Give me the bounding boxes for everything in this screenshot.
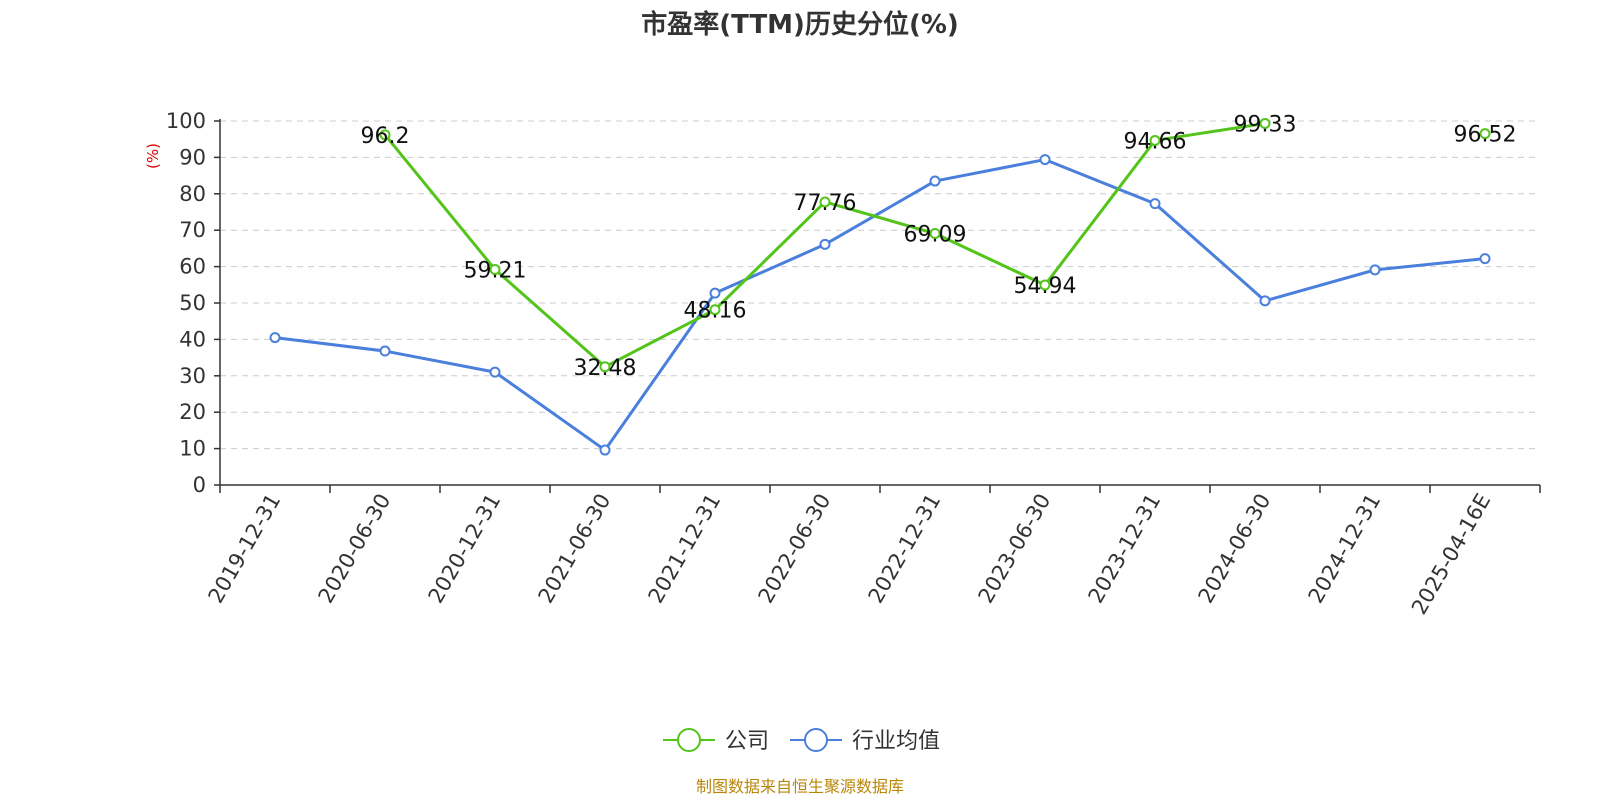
y-tick-label: 10 bbox=[179, 437, 206, 461]
x-tick-label: 2025-04-16E bbox=[1407, 490, 1495, 619]
company-point bbox=[599, 361, 611, 373]
source-note: 制图数据来自恒生聚源数据库 bbox=[696, 777, 904, 796]
y-tick-label: 20 bbox=[179, 400, 206, 424]
y-tick-label: 70 bbox=[179, 218, 206, 242]
company-data-label: 96.2 bbox=[361, 124, 410, 149]
company-data-label: 59.21 bbox=[464, 258, 527, 283]
company-data-label: 77.76 bbox=[794, 191, 857, 216]
y-tick-label: 30 bbox=[179, 364, 206, 388]
industry-point bbox=[489, 366, 501, 378]
industry-point bbox=[269, 332, 281, 344]
company-data-label: 69.09 bbox=[904, 223, 967, 248]
legend-swatch-marker-industry bbox=[804, 728, 828, 752]
company-data-label: 32.48 bbox=[574, 356, 637, 381]
company-data-label: 94.66 bbox=[1124, 129, 1187, 154]
x-tick-label: 2021-12-31 bbox=[644, 490, 726, 608]
y-tick-label: 80 bbox=[179, 182, 206, 206]
y-tick-label: 40 bbox=[179, 327, 206, 351]
company-data-label: 54.94 bbox=[1014, 274, 1077, 299]
y-tick-label: 60 bbox=[179, 255, 206, 279]
series-line-industry bbox=[274, 158, 1486, 452]
x-tick-label: 2023-12-31 bbox=[1084, 490, 1166, 608]
industry-point bbox=[1039, 154, 1051, 166]
industry-point bbox=[599, 444, 611, 456]
company-point bbox=[929, 228, 941, 240]
industry-point bbox=[1369, 264, 1381, 276]
legend-label-company: 公司 bbox=[725, 729, 769, 754]
company-point bbox=[709, 304, 721, 316]
series-layer bbox=[269, 117, 1491, 456]
x-tick-label: 2022-12-31 bbox=[864, 490, 946, 608]
y-tick-label: 50 bbox=[179, 291, 206, 315]
company-point bbox=[1259, 117, 1271, 129]
industry-point bbox=[819, 238, 831, 250]
x-tick-label: 2024-12-31 bbox=[1304, 490, 1386, 608]
legend-label-industry: 行业均值 bbox=[852, 729, 940, 754]
x-tick-label: 2019-12-31 bbox=[204, 490, 286, 608]
company-point bbox=[1039, 279, 1051, 291]
x-tick-label: 2023-06-30 bbox=[974, 490, 1056, 608]
axes: 0 10 20 30 40 50 60 70 80 90 100 2019-12-31 2020-06-… bbox=[166, 109, 1541, 619]
company-data-label: 96.52 bbox=[1454, 123, 1517, 148]
grid-lines bbox=[220, 120, 1540, 450]
x-tick-label: 2021-06-30 bbox=[534, 490, 616, 608]
x-tick-label: 2020-12-31 bbox=[424, 490, 506, 608]
company-point bbox=[819, 196, 831, 208]
company-point bbox=[489, 263, 501, 275]
industry-point bbox=[1149, 198, 1161, 210]
company-point bbox=[1479, 128, 1491, 140]
industry-point bbox=[379, 345, 391, 357]
y-axis-unit: (%) bbox=[144, 143, 162, 169]
chart-title: 市盈率(TTM)历史分位(%) bbox=[641, 9, 959, 40]
legend-item-company[interactable]: 公司 bbox=[663, 728, 769, 754]
data-labels: 96.2 59.21 32.48 48.16 77.76 69.09 54.94 94.66 9… bbox=[361, 112, 1517, 380]
x-tick-label: 2022-06-30 bbox=[754, 490, 836, 608]
legend[interactable]: 公司 行业均值 bbox=[663, 728, 940, 754]
company-point bbox=[379, 129, 391, 141]
y-tick-label: 0 bbox=[193, 473, 206, 497]
x-tick-label: 2024-06-30 bbox=[1194, 490, 1276, 608]
company-data-label: 99.33 bbox=[1234, 112, 1297, 137]
industry-point bbox=[1259, 295, 1271, 307]
company-point bbox=[1149, 134, 1161, 146]
company-data-label: 48.16 bbox=[684, 299, 747, 324]
industry-point bbox=[1479, 253, 1491, 265]
legend-swatch-marker-company bbox=[677, 728, 701, 752]
industry-point bbox=[709, 287, 721, 299]
industry-point bbox=[929, 175, 941, 187]
y-tick-label: 90 bbox=[179, 145, 206, 169]
legend-item-industry[interactable]: 行业均值 bbox=[790, 728, 940, 754]
y-tick-label: 100 bbox=[166, 109, 206, 133]
x-tick-label: 2020-06-30 bbox=[314, 490, 396, 608]
